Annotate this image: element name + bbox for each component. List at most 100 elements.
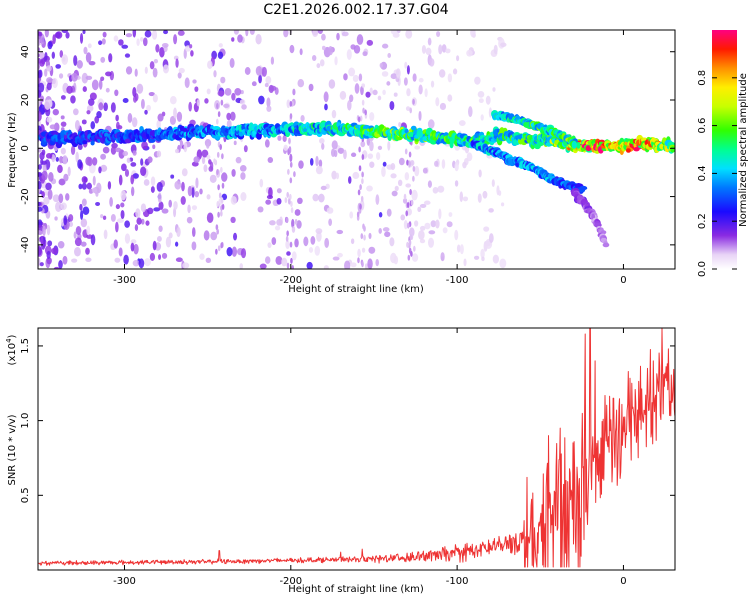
spectrogram-data: [38, 30, 675, 269]
spectrogram-noise-blob: [173, 107, 177, 119]
spectrogram-noise-blob: [311, 54, 317, 61]
spectrogram-noise-blob: [224, 87, 232, 96]
spectrogram-noise-blob: [398, 122, 402, 128]
spectrogram-noise-blob: [47, 41, 53, 50]
spectrogram-noise-blob: [108, 53, 113, 63]
spectrogram-noise-blob: [299, 48, 303, 56]
spectrogram-noise-blob: [459, 191, 464, 203]
spectrogram-ridge-blob: [579, 185, 588, 191]
spectrogram-noise-blob: [403, 220, 408, 230]
spectrogram-streak-blob: [220, 99, 224, 106]
spectrogram-streak-blob: [217, 245, 221, 252]
spectrogram-noise-blob: [191, 205, 198, 211]
spectrogram-noise-blob: [118, 247, 123, 257]
spectrogram-noise-blob: [156, 119, 161, 130]
spectrogram-noise-blob: [411, 253, 419, 262]
spectrogram-noise-blob: [89, 92, 97, 101]
spectrogram-noise-blob: [391, 190, 398, 197]
spectrogram-noise-blob: [199, 188, 203, 195]
spectrogram-noise-blob: [438, 69, 446, 78]
spectrogram-noise-blob: [46, 65, 52, 72]
spectrogram-streak-blob: [290, 201, 293, 208]
spectrogram-noise-blob: [82, 30, 86, 34]
spectrogram-ridge-blob: [90, 140, 95, 146]
spectrogram-noise-blob: [206, 212, 214, 223]
spectrogram-noise-blob: [195, 177, 199, 189]
spectrogram-y-tick-label: -40: [20, 237, 31, 253]
spectrogram-streak-blob: [289, 177, 293, 184]
spectrogram-noise-blob: [102, 31, 107, 38]
spectrogram-streak-blob: [290, 257, 293, 264]
spectrogram-noise-blob: [378, 228, 382, 234]
spectrogram-noise-blob: [143, 179, 150, 186]
spectrogram-noise-blob: [103, 229, 108, 240]
spectrogram-noise-blob: [136, 217, 142, 225]
spectrogram-noise-blob: [456, 244, 461, 253]
spectrogram-noise-blob: [231, 37, 235, 42]
spectrogram-noise-blob: [38, 69, 43, 78]
spectrogram-streak-blob: [412, 165, 416, 172]
spectrogram-noise-blob: [454, 162, 459, 172]
spectrogram-noise-blob: [80, 241, 87, 247]
spectrogram-streak-blob: [216, 201, 220, 208]
spectrogram-noise-blob: [110, 146, 117, 155]
spectrogram-noise-blob: [491, 179, 495, 187]
spectrogram-noise-blob: [153, 59, 159, 64]
spectrogram-streak-blob: [219, 144, 222, 151]
spectrogram-noise-blob: [360, 140, 366, 148]
spectrogram-streak-blob: [221, 203, 225, 210]
spectrogram-noise-blob: [348, 176, 352, 184]
spectrogram-noise-blob: [60, 202, 67, 211]
spectrogram-noise-blob: [456, 55, 460, 62]
snr-multiplier-base: (x10: [7, 343, 18, 366]
spectrogram-noise-blob: [297, 197, 303, 205]
spectrogram-streak-blob: [220, 210, 223, 217]
spectrogram-noise-blob: [402, 198, 408, 204]
spectrogram-noise-blob: [341, 31, 349, 37]
spectrogram-noise-blob: [187, 185, 193, 197]
spectrogram-noise-blob: [38, 201, 41, 206]
spectrogram-streak-blob: [221, 182, 225, 189]
snr-y-ticks: 0.5 1.0 1.5: [20, 338, 675, 503]
spectrogram-noise-blob: [38, 257, 41, 267]
spectrogram-x-tick-label: 0: [620, 275, 626, 286]
spectrogram-streak-blob: [217, 184, 220, 191]
spectrogram-noise-blob: [75, 226, 82, 236]
snr-x-tick-label: -300: [113, 576, 136, 587]
spectrogram-noise-blob: [117, 218, 124, 223]
spectrogram-noise-blob: [96, 111, 102, 119]
spectrogram-noise-blob: [140, 166, 147, 177]
spectrogram-noise-blob: [77, 143, 83, 150]
spectrogram-noise-blob: [406, 88, 411, 97]
spectrogram-noise-blob: [47, 189, 53, 200]
spectrogram-streak-blob: [284, 197, 288, 204]
spectrogram-noise-blob: [38, 90, 42, 98]
spectrogram-noise-blob: [321, 45, 326, 51]
spectrogram-streak-blob: [412, 175, 415, 182]
spectrogram-noise-blob: [170, 174, 175, 179]
spectrogram-noise-blob: [255, 33, 262, 45]
spectrogram-noise-blob: [312, 193, 319, 202]
spectrogram-noise-blob: [122, 151, 129, 157]
spectrogram-noise-blob: [87, 98, 95, 106]
spectrogram-noise-blob: [400, 214, 406, 221]
spectrogram-noise-blob: [361, 83, 366, 88]
spectrogram-noise-blob: [98, 40, 103, 46]
spectrogram-noise-blob: [387, 140, 391, 151]
spectrogram-noise-blob: [411, 189, 418, 201]
spectrogram-noise-blob: [145, 220, 150, 226]
spectrogram-noise-blob: [63, 215, 68, 226]
spectrogram-streak-blob: [215, 118, 219, 125]
spectrogram-noise-blob: [58, 193, 64, 204]
spectrogram-noise-blob: [92, 175, 96, 186]
spectrogram-noise-blob: [86, 104, 94, 112]
spectrogram-noise-blob: [132, 87, 137, 98]
spectrogram-noise-blob: [235, 156, 242, 164]
spectrogram-noise-blob: [114, 89, 119, 97]
spectrogram-noise-blob: [96, 182, 102, 194]
spectrogram-noise-blob: [60, 121, 67, 127]
spectrogram-noise-blob: [199, 253, 205, 260]
spectrogram-noise-blob: [58, 178, 66, 186]
spectrogram-noise-blob: [474, 76, 481, 85]
spectrogram-noise-blob: [100, 164, 108, 172]
